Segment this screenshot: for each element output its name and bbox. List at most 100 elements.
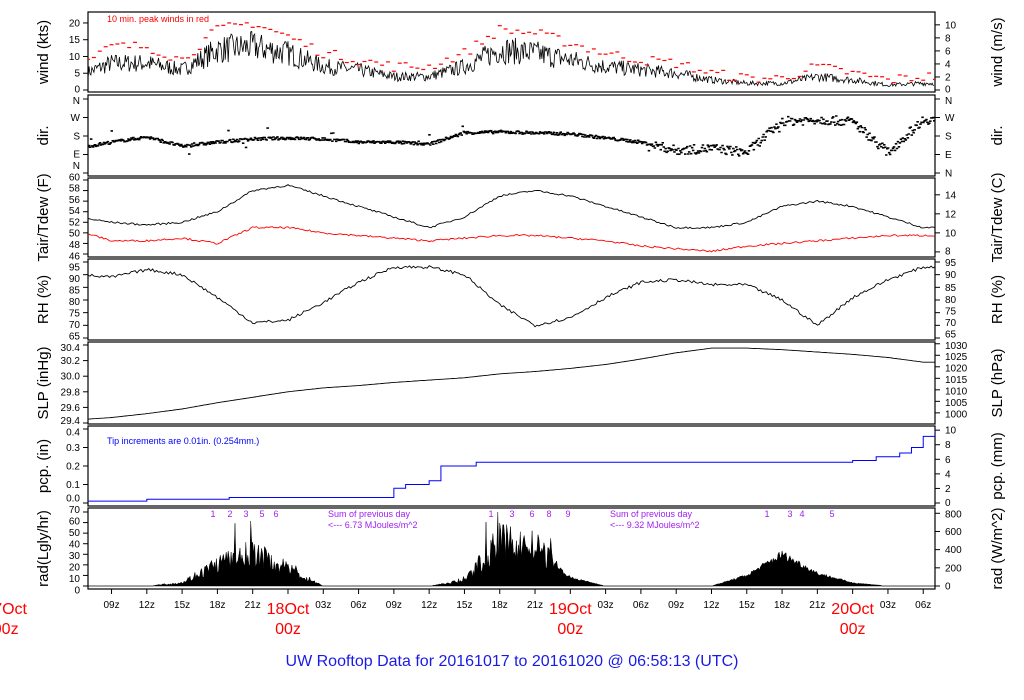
temp-tick-label-right: 8 [945, 247, 951, 258]
panel-slp: SLP (inHg) SLP (hPa) 29.4 29.6 29.8 30.0 30.2 3… [35, 341, 1006, 427]
pcp-tick-label: 0.1 [66, 480, 80, 491]
temp-tick-label: 52 [69, 217, 81, 228]
pcp-tick-label: 0.0 [66, 493, 80, 504]
rad-y-label-right: rad (W/m^2) [989, 507, 1006, 589]
wind-tick-label-right: 2 [945, 72, 951, 83]
slp-tick-label-right: 1020 [945, 364, 968, 375]
slp-slp-line [88, 347, 935, 420]
dir-tick-label-right: E [945, 150, 952, 161]
rh-plot-area [88, 265, 935, 328]
dir-plot-area [88, 115, 935, 157]
rad-sum-value: <--- 9.32 MJoules/m^2 [610, 520, 700, 530]
rad-hour-label: 1 [210, 509, 215, 519]
temp-tick-label: 48 [69, 240, 81, 251]
dir-frame [87, 94, 936, 177]
rad-tick-label: 40 [69, 539, 81, 550]
pcp-tick-label: 0.4 [66, 427, 80, 438]
wind-y-label: wind (kts) [35, 20, 52, 85]
rad-hour-label: 5 [829, 509, 834, 519]
pcp-tick-label: 0.3 [66, 443, 80, 454]
dir-tick-label-right: W [945, 113, 955, 124]
rh-rh-line [88, 265, 935, 328]
rh-tick-label-right: 80 [945, 295, 957, 306]
rad-hour-label: 1 [764, 509, 769, 519]
day-label-hour: 00z [0, 621, 19, 638]
dir-y-label: dir. [35, 125, 52, 145]
pcp-tick-label-right: 8 [945, 440, 951, 451]
wind-tick-label: 10 [69, 52, 81, 63]
slp-tick-label-right: 1030 [945, 341, 968, 352]
day-label-date: 17Oct [0, 601, 28, 618]
rad-tick-label: 20 [69, 562, 81, 573]
rad-hour-label: 3 [243, 509, 248, 519]
panel-rad: rad(Lgly/hr) rad (W/m^2)01020304050607002… [35, 505, 1006, 596]
temp-frame [87, 177, 936, 258]
wind-note: 10 min. peak winds in red [107, 14, 209, 24]
rad-tick-label-right: 200 [945, 563, 962, 574]
rh-tick-label: 90 [69, 274, 81, 285]
time-tick-label: 12z [139, 600, 155, 611]
slp-plot-area [88, 347, 935, 420]
rad-frame [87, 507, 936, 590]
time-tick-label: 12z [703, 600, 719, 611]
dir-tick-label: N [73, 96, 80, 107]
temp-tick-label: 58 [69, 184, 81, 195]
slp-tick-label: 30.0 [61, 372, 81, 383]
rad-tick-label: 0 [74, 585, 80, 596]
temp-tick-label-right: 10 [945, 228, 957, 239]
panel-temp: Tair/Tdew (F) Tair/Tdew (C) 46485052545658… [35, 172, 1006, 262]
wind-tick-label: 0 [74, 84, 80, 95]
dir-tick-label: W [71, 113, 81, 124]
pcp-tick-label-right: 2 [945, 484, 951, 495]
pcp-tick-label-right: 6 [945, 455, 951, 466]
day-label-date: 19Oct [549, 601, 592, 618]
temp-tdew-line [88, 226, 935, 253]
rh-tick-label-right: 85 [945, 283, 957, 294]
rad-sum-value: <--- 6.73 MJoules/m^2 [328, 520, 418, 530]
wind-tick-label: 20 [69, 18, 81, 29]
rad-tick-label: 30 [69, 551, 81, 562]
rh-tick-label: 65 [69, 332, 81, 343]
time-tick-label: 15z [739, 600, 755, 611]
wind-tick-label: 15 [69, 35, 81, 46]
pcp-tick-label-right: 10 [945, 426, 957, 437]
time-tick-label: 15z [456, 600, 472, 611]
rh-y-label: RH (%) [35, 275, 52, 324]
rh-tick-label: 80 [69, 297, 81, 308]
time-tick-label: 21z [527, 600, 543, 611]
rad-tick-label: 50 [69, 528, 81, 539]
rad-sum-title: Sum of previous day [328, 509, 411, 519]
rad-tick-label-right: 400 [945, 545, 962, 556]
pcp-y-label: pcp. (in) [35, 439, 52, 493]
wind-tick-label-right: 8 [945, 33, 951, 44]
rh-tick-label-right: 95 [945, 258, 957, 269]
day-label-hour: 00z [557, 621, 583, 638]
time-tick-label: 21z [245, 600, 261, 611]
slp-tick-label-right: 1005 [945, 398, 968, 409]
day-label-date: 18Oct [267, 601, 310, 618]
wind-plot-area [88, 22, 935, 88]
rad-hour-label: 6 [273, 509, 278, 519]
wind-tick-label-right: 0 [945, 84, 951, 95]
rad-hour-label: 5 [259, 509, 264, 519]
time-tick-label: 09z [668, 600, 684, 611]
rad-hour-label: 3 [509, 509, 514, 519]
wind-frame [87, 11, 936, 93]
precip-cumulative-line [88, 429, 935, 502]
chart-title: UW Rooftop Data for 20161017 to 20161020… [286, 653, 739, 670]
rad-hour-label: 2 [227, 509, 232, 519]
wind-mean-line [88, 30, 935, 88]
rad-sum-title: Sum of previous day [610, 509, 693, 519]
rad-tick-label: 70 [69, 505, 81, 516]
slp-tick-label: 29.6 [61, 403, 81, 414]
pcp-note: Tip increments are 0.01in. (0.254mm.) [107, 436, 259, 446]
dir-tick-label: N [73, 161, 80, 172]
rad-y-label: rad(Lgly/hr) [35, 510, 52, 587]
slp-y-label: SLP (inHg) [35, 346, 52, 419]
dir-tick-label: S [73, 132, 80, 143]
slp-y-label-right: SLP (hPa) [989, 349, 1006, 418]
rh-tick-label: 85 [69, 286, 81, 297]
wind-y-label-right: wind (m/s) [989, 17, 1006, 87]
